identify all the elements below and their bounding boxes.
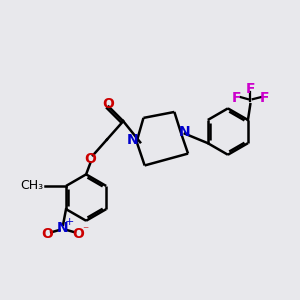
Text: N: N bbox=[179, 125, 190, 139]
Text: O: O bbox=[42, 227, 53, 241]
Text: F: F bbox=[246, 82, 255, 96]
Text: F: F bbox=[260, 91, 269, 105]
Text: O: O bbox=[85, 152, 97, 166]
Text: +: + bbox=[64, 217, 74, 227]
Text: F: F bbox=[232, 91, 242, 105]
Text: CH₃: CH₃ bbox=[21, 179, 44, 193]
Text: ⁻: ⁻ bbox=[82, 224, 88, 237]
Text: N: N bbox=[57, 221, 69, 236]
Text: N: N bbox=[127, 133, 139, 147]
Text: O: O bbox=[73, 227, 84, 241]
Text: O: O bbox=[102, 97, 114, 111]
